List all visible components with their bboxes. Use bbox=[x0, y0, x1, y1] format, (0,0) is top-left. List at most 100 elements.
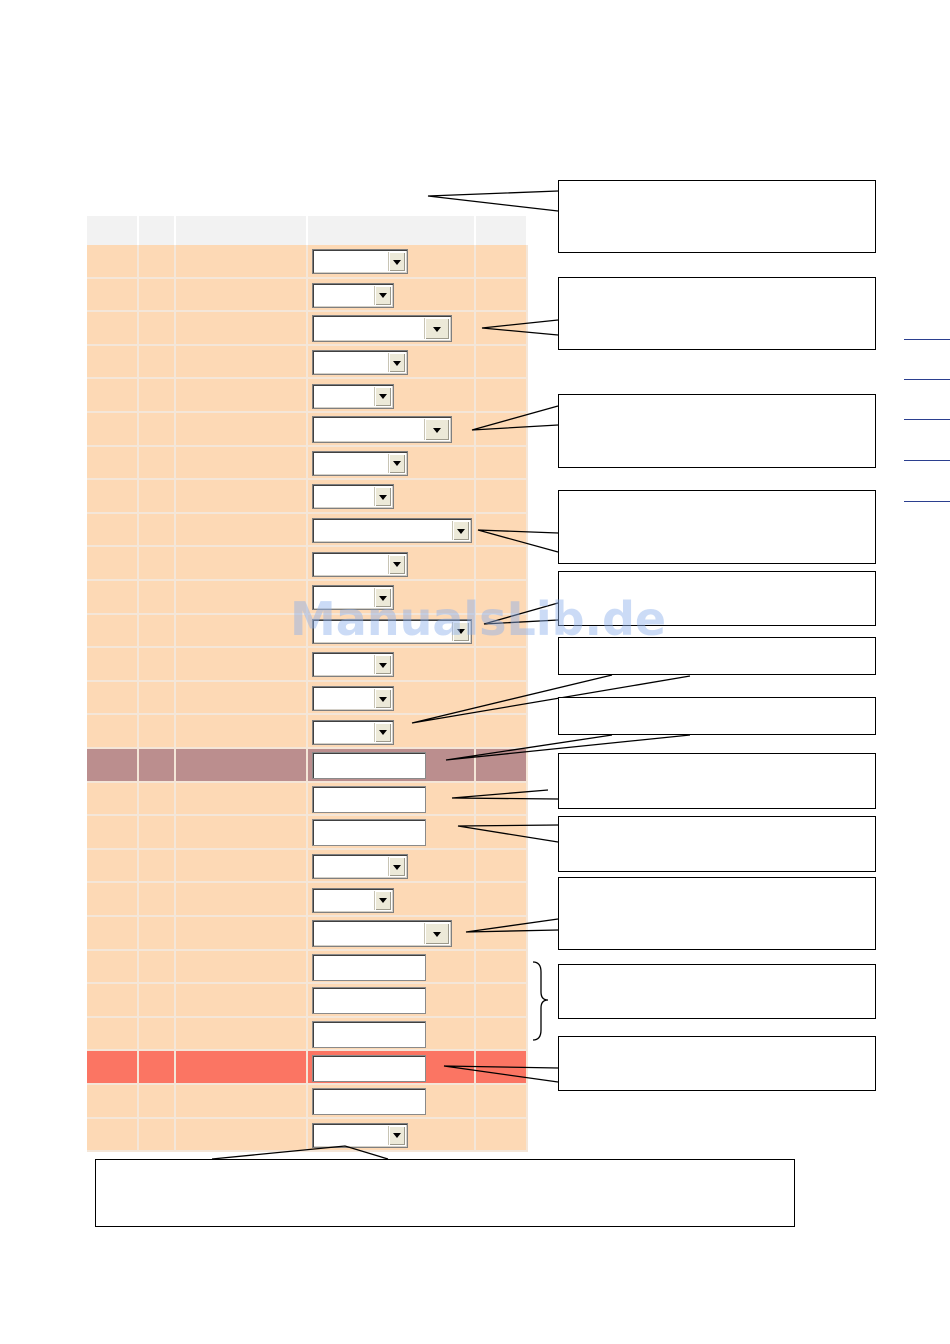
table-cell bbox=[139, 749, 176, 783]
table-cell bbox=[87, 849, 139, 884]
table-cell bbox=[176, 379, 308, 413]
dropdown-select[interactable] bbox=[312, 920, 452, 948]
header-cell bbox=[476, 216, 528, 245]
dropdown-select[interactable] bbox=[312, 249, 408, 275]
table-cell bbox=[87, 379, 139, 413]
chevron-down-icon[interactable] bbox=[424, 923, 449, 945]
dropdown-select[interactable] bbox=[312, 686, 394, 712]
text-input[interactable] bbox=[312, 953, 426, 981]
dropdown-select[interactable] bbox=[312, 854, 408, 880]
dropdown-select[interactable] bbox=[312, 484, 394, 510]
dropdown-select[interactable] bbox=[312, 450, 408, 476]
header-cell bbox=[176, 216, 308, 245]
table-cell bbox=[139, 312, 176, 346]
header-cell bbox=[139, 216, 176, 245]
text-input[interactable] bbox=[312, 785, 426, 813]
chevron-down-icon[interactable] bbox=[388, 857, 405, 877]
table-cell bbox=[176, 1085, 308, 1119]
table-cell bbox=[87, 547, 139, 581]
text-input[interactable] bbox=[312, 1054, 426, 1082]
table-cell bbox=[176, 883, 308, 917]
table-cell bbox=[476, 749, 528, 783]
chevron-down-icon[interactable] bbox=[374, 890, 391, 910]
table-cell bbox=[476, 984, 528, 1018]
table-cell bbox=[476, 715, 528, 749]
chevron-down-icon[interactable] bbox=[424, 318, 449, 340]
table-cell bbox=[176, 547, 308, 581]
table-cell bbox=[139, 1051, 176, 1085]
table-cell bbox=[476, 345, 528, 380]
dropdown-select[interactable] bbox=[312, 618, 472, 644]
chevron-down-icon[interactable] bbox=[424, 419, 449, 441]
margin-rule-4 bbox=[904, 460, 950, 461]
chevron-down-icon[interactable] bbox=[374, 588, 391, 608]
text-input[interactable] bbox=[312, 1021, 426, 1049]
table-cell bbox=[87, 1118, 139, 1153]
dropdown-select[interactable] bbox=[312, 350, 408, 376]
table-cell bbox=[176, 513, 308, 548]
callout-box-4 bbox=[558, 490, 876, 564]
table-cell bbox=[139, 1118, 176, 1153]
callout-box-7 bbox=[558, 697, 876, 735]
table-row bbox=[87, 816, 528, 850]
text-input[interactable] bbox=[312, 819, 426, 847]
chevron-down-icon[interactable] bbox=[388, 453, 405, 473]
table-cell bbox=[476, 849, 528, 884]
chevron-down-icon[interactable] bbox=[388, 554, 405, 574]
text-input[interactable] bbox=[312, 1088, 426, 1116]
table-row bbox=[87, 648, 528, 682]
chevron-down-icon[interactable] bbox=[374, 487, 391, 507]
callout-box-11 bbox=[558, 964, 876, 1019]
dropdown-select[interactable] bbox=[312, 585, 394, 611]
dropdown-select[interactable] bbox=[312, 1122, 408, 1148]
callout-pointer-1 bbox=[427, 190, 559, 212]
dropdown-select[interactable] bbox=[312, 887, 394, 913]
chevron-down-icon[interactable] bbox=[388, 1125, 405, 1145]
dropdown-select[interactable] bbox=[312, 551, 408, 577]
chevron-down-icon[interactable] bbox=[388, 353, 405, 373]
text-input[interactable] bbox=[312, 752, 426, 780]
dropdown-select[interactable] bbox=[312, 416, 452, 444]
table-row bbox=[87, 413, 528, 447]
table-row bbox=[87, 245, 528, 279]
chevron-down-icon[interactable] bbox=[374, 689, 391, 709]
chevron-down-icon[interactable] bbox=[374, 655, 391, 675]
table-cell bbox=[87, 917, 139, 951]
chevron-down-icon[interactable] bbox=[374, 285, 391, 305]
table-cell bbox=[176, 480, 308, 514]
table-cell bbox=[176, 1051, 308, 1085]
header-cell bbox=[87, 216, 139, 245]
table-row bbox=[87, 581, 528, 615]
table-row bbox=[87, 614, 528, 649]
dropdown-select[interactable] bbox=[312, 719, 394, 745]
table-cell bbox=[139, 715, 176, 749]
table-cell bbox=[87, 413, 139, 447]
table-cell bbox=[176, 614, 308, 649]
dropdown-select[interactable] bbox=[312, 383, 394, 409]
dropdown-select[interactable] bbox=[312, 518, 472, 544]
table-cell bbox=[176, 984, 308, 1018]
text-input[interactable] bbox=[312, 987, 426, 1015]
dropdown-select[interactable] bbox=[312, 282, 394, 308]
table-row bbox=[87, 312, 528, 346]
callout-box-1 bbox=[558, 180, 876, 253]
table-cell bbox=[476, 883, 528, 917]
table-row bbox=[87, 480, 528, 514]
callout-box-bottom bbox=[95, 1159, 795, 1227]
table-cell bbox=[176, 681, 308, 716]
table-cell bbox=[139, 1085, 176, 1119]
chevron-down-icon[interactable] bbox=[388, 252, 405, 272]
chevron-down-icon[interactable] bbox=[374, 722, 391, 742]
table-cell bbox=[476, 950, 528, 985]
dropdown-select[interactable] bbox=[312, 315, 452, 343]
chevron-down-icon[interactable] bbox=[452, 521, 469, 541]
table-cell bbox=[139, 917, 176, 951]
table-cell bbox=[476, 917, 528, 951]
table-cell bbox=[87, 681, 139, 716]
callout-box-5 bbox=[558, 571, 876, 626]
dropdown-select[interactable] bbox=[312, 652, 394, 678]
table-cell bbox=[87, 782, 139, 817]
chevron-down-icon[interactable] bbox=[452, 621, 469, 641]
table-row bbox=[87, 1017, 528, 1052]
chevron-down-icon[interactable] bbox=[374, 386, 391, 406]
